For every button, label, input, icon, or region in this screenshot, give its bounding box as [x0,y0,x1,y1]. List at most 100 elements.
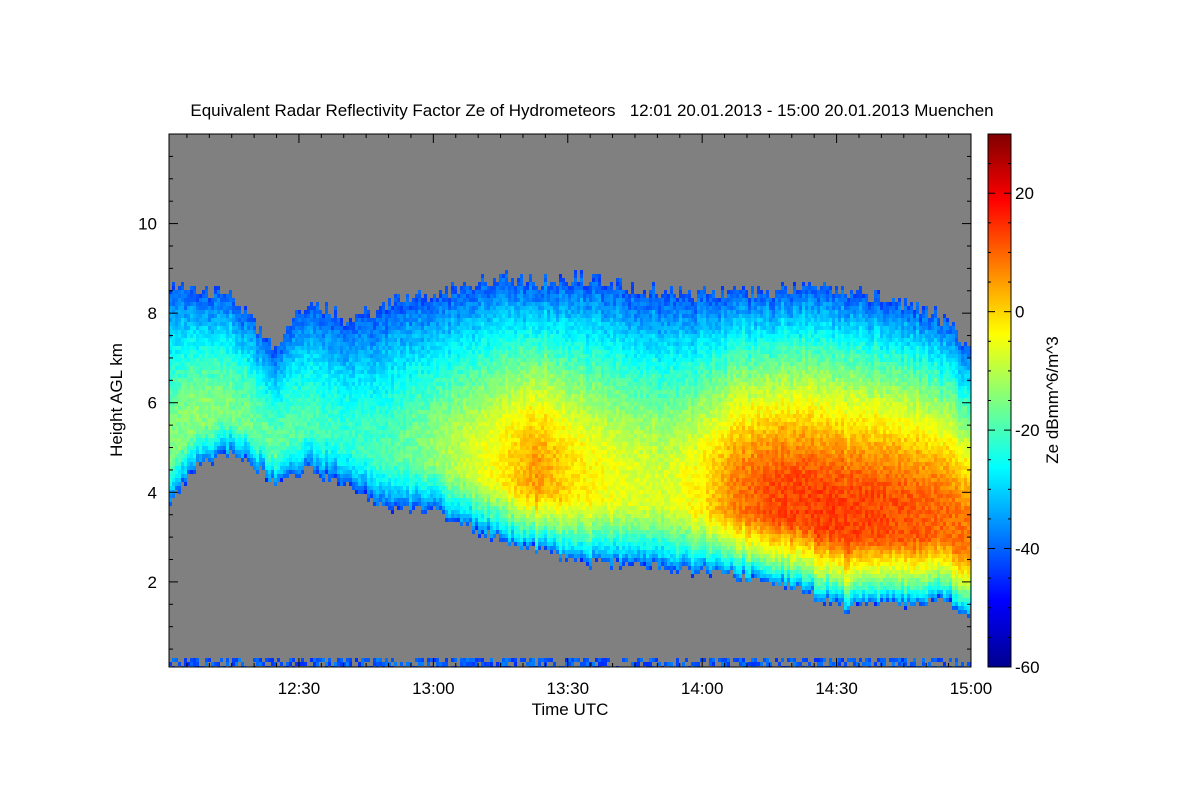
heatmap-cell [445,366,448,370]
heatmap-cell [388,338,391,342]
heatmap-cell [187,662,190,666]
heatmap-cell [427,426,430,430]
heatmap-cell [304,318,307,322]
heatmap-cell [202,454,205,458]
heatmap-cell [223,434,226,438]
heatmap-cell [403,426,406,430]
heatmap-cell [334,342,337,346]
heatmap-cell [184,434,187,438]
heatmap-cell [220,338,223,342]
heatmap-cell [430,422,433,426]
heatmap-cell [241,338,244,342]
heatmap-cell [406,434,409,438]
heatmap-cell [409,482,412,486]
heatmap-cell [451,466,454,470]
heatmap-cell [433,430,436,434]
heatmap-cell [463,326,466,330]
heatmap-cell [184,350,187,354]
heatmap-cell [397,434,400,438]
heatmap-cell [214,358,217,362]
heatmap-cell [175,450,178,454]
heatmap-cell [391,478,394,482]
heatmap-cell [217,410,220,414]
heatmap-cell [286,382,289,386]
heatmap-cell [385,346,388,350]
heatmap-cell [304,446,307,450]
heatmap-cell [442,478,445,482]
heatmap-cell [277,374,280,378]
heatmap-cell [421,434,424,438]
heatmap-cell [325,386,328,390]
heatmap-cell [376,458,379,462]
heatmap-cell [307,418,310,422]
heatmap-cell [451,658,454,662]
heatmap-cell [214,386,217,390]
heatmap-cell [433,402,436,406]
heatmap-cell [292,322,295,326]
heatmap-cell [460,374,463,378]
heatmap-cell [274,410,277,414]
heatmap-cell [469,290,472,294]
heatmap-cell [475,662,478,666]
heatmap-cell [358,370,361,374]
heatmap-cell [442,426,445,430]
heatmap-cell [358,406,361,410]
heatmap-cell [382,410,385,414]
heatmap-cell [379,326,382,330]
heatmap-cell [274,450,277,454]
heatmap-cell [238,326,241,330]
heatmap-cell [262,358,265,362]
heatmap-cell [385,338,388,342]
heatmap-cell [334,338,337,342]
heatmap-cell [253,398,256,402]
heatmap-cell [322,442,325,446]
heatmap-cell [397,402,400,406]
heatmap-cell [301,330,304,334]
heatmap-cell [241,318,244,322]
heatmap-cell [355,482,358,486]
heatmap-cell [418,358,421,362]
heatmap-cell [172,286,175,290]
heatmap-cell [169,394,172,398]
heatmap-cell [442,362,445,366]
heatmap-cell [247,450,250,454]
heatmap-cell [409,394,412,398]
heatmap-cell [259,334,262,338]
heatmap-cell [187,346,190,350]
heatmap-cell [178,458,181,462]
heatmap-cell [331,334,334,338]
heatmap-cell [391,506,394,510]
heatmap-cell [478,386,481,390]
heatmap-cell [394,386,397,390]
heatmap-cell [412,434,415,438]
heatmap-cell [178,330,181,334]
heatmap-cell [316,434,319,438]
heatmap-cell [274,354,277,358]
heatmap-cell [304,426,307,430]
heatmap-cell [184,290,187,294]
heatmap-cell [481,330,484,334]
heatmap-cell [178,338,181,342]
heatmap-cell [187,334,190,338]
heatmap-cell [253,366,256,370]
heatmap-cell [397,330,400,334]
heatmap-cell [253,338,256,342]
heatmap-cell [445,474,448,478]
heatmap-cell [340,390,343,394]
heatmap-cell [184,426,187,430]
heatmap-cell [373,466,376,470]
heatmap-cell [172,434,175,438]
heatmap-cell [397,314,400,318]
heatmap-cell [376,390,379,394]
heatmap-cell [202,362,205,366]
heatmap-cell [367,498,370,502]
heatmap-cell [466,290,469,294]
heatmap-cell [475,410,478,414]
heatmap-cell [388,378,391,382]
heatmap-cell [421,462,424,466]
heatmap-cell [343,662,346,666]
heatmap-cell [325,358,328,362]
heatmap-cell [286,454,289,458]
heatmap-cell [196,446,199,450]
heatmap-cell [376,338,379,342]
